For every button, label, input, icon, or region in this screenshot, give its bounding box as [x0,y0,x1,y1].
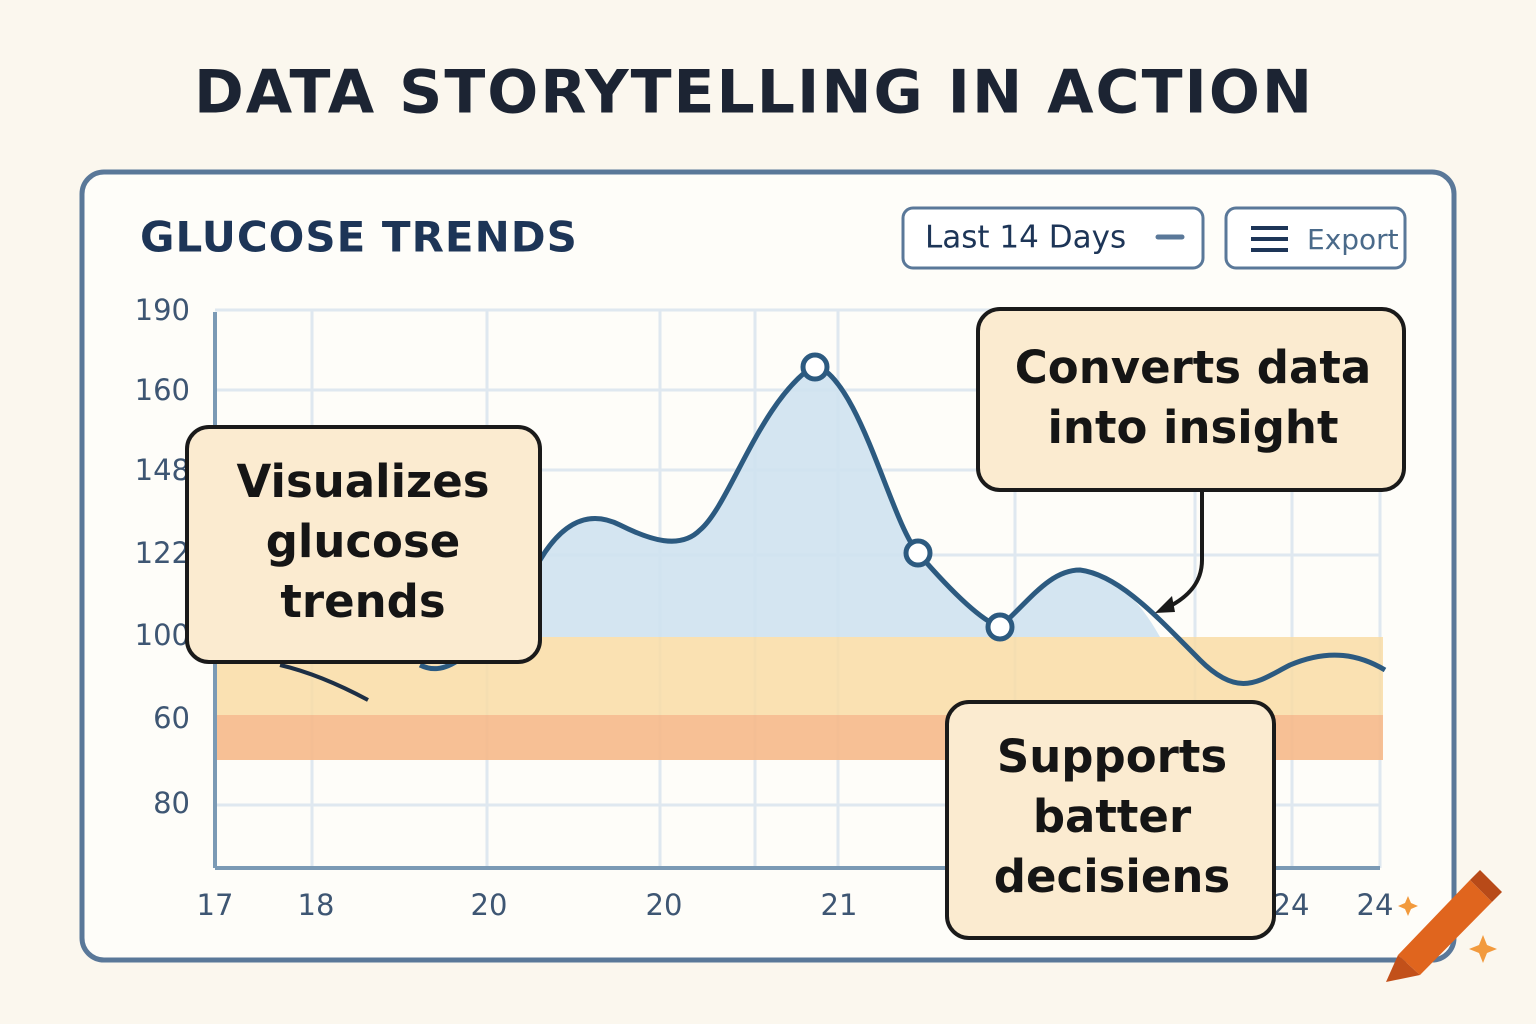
x-label: 18 [298,888,335,922]
sparkle [1398,896,1418,916]
callout-box [185,425,542,664]
x-label: 20 [471,888,508,922]
y-label: 148 [135,453,190,487]
sparkle [1469,935,1497,963]
callout-text: Converts data [1015,341,1371,394]
callout-text: into insight [1048,401,1339,454]
y-label: 100 [135,618,190,652]
callout-text: trends [280,575,445,628]
x-label: 21 [821,888,858,922]
arrow-head [1155,596,1175,613]
point-marker [985,612,1015,642]
y-labels: 190 160 148 122 100 60 80 [135,293,190,820]
callout-text: Visualizes [237,455,490,508]
callout-text: Supports [997,730,1227,783]
x-label: 20 [646,888,683,922]
callout-box [945,700,1276,940]
y-label: 122 [135,536,190,570]
dropdown-label[interactable]: Last 14 Days [925,220,1126,256]
panel-title: GLUCOSE TRENDS [140,213,578,262]
export-label[interactable]: Export [1307,223,1399,256]
x-label: 24 [1357,888,1394,922]
x-labels: 17 18 20 20 21 24 24 [197,888,1394,922]
callout-box [976,307,1406,492]
callout-texts: Visualizes glucose trends Converts data into… [237,341,1372,903]
callout-text: glucose [266,515,461,568]
crayon-body [1398,880,1492,975]
page-title: DATA STORYTELLING IN ACTION [194,58,1314,128]
x-label: 17 [197,888,234,922]
crayon-tip [1386,955,1420,982]
dropdown-box[interactable] [901,206,1205,270]
callout-text: batter [1033,790,1192,843]
export-box[interactable] [1224,206,1407,270]
crayon-end [1470,870,1502,902]
y-label: 60 [153,701,190,735]
crayon-icon [1386,870,1502,982]
export-icon[interactable] [1251,226,1288,252]
point-marker [800,352,830,382]
y-label: 160 [135,373,190,407]
point-marker [903,538,933,568]
area-fill [440,365,1160,670]
y-label: 80 [153,786,190,820]
export-button[interactable]: Export [1224,206,1407,270]
dropdown[interactable]: Last 14 Days [901,206,1205,270]
x-label: 24 [1273,888,1310,922]
trend-line [279,663,369,702]
trend-line [418,362,1387,686]
callout-text: decisiens [994,850,1230,903]
y-label: 190 [135,293,190,327]
